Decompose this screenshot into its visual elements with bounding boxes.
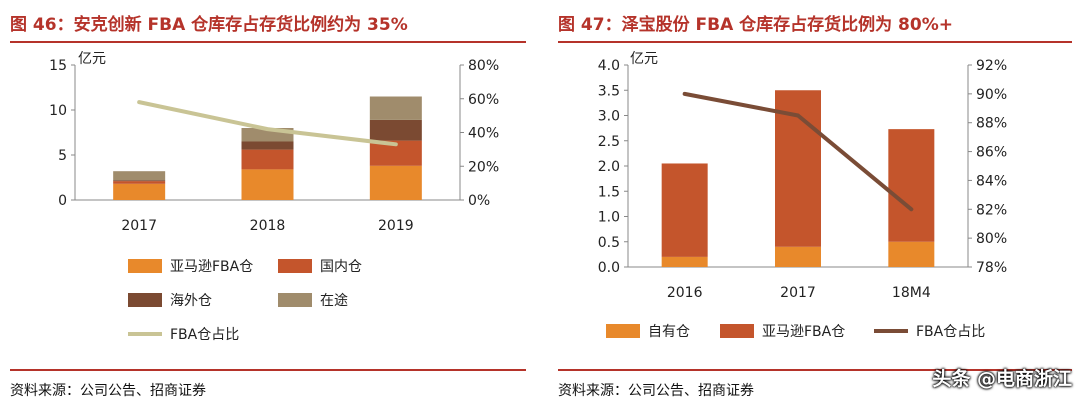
x-tick-label: 2017: [780, 285, 816, 301]
left-y-tick-label: 2.0: [598, 159, 620, 175]
legend-label--: 国内仓: [320, 259, 362, 275]
left-y-tick-label: 0.0: [598, 260, 620, 276]
right-y-tick-label: 78%: [976, 260, 1007, 276]
stacked-bar-chart-right: 0.0 0.5 1.0 1.5 2.0 2.5 3.0 3.5 4.0 78% 80% 82% 84% 8…: [598, 51, 1007, 340]
x-tick-label: 2016: [667, 285, 703, 301]
legend-swatch--: [278, 293, 312, 307]
chart-title-right: 图 47：泽宝股份 FBA 仓库存占存货比例为 80%+: [558, 15, 953, 35]
right-y-tick-label: 40%: [468, 126, 499, 142]
legend-label-fba-share: FBA仓占比: [170, 327, 239, 343]
left-y-tick-label: 2.5: [598, 134, 620, 150]
line-point-fba-share: [796, 114, 800, 117]
y-unit-label: 亿元: [78, 51, 106, 67]
right-y-tick-label: 92%: [976, 58, 1007, 74]
bar---2016: [661, 256, 708, 267]
right-y-tick-label: 84%: [976, 173, 1007, 189]
chart-panel-right: 图 47：泽宝股份 FBA 仓库存占存货比例为 80%+ 0.0 0.5 1.0 1.…: [548, 0, 1080, 406]
legend-label--: 自有仓: [648, 324, 690, 340]
legend-label-fba-share: FBA仓占比: [916, 324, 985, 340]
source-note-left: 资料来源：公司公告、招商证券: [10, 383, 206, 399]
left-y-tick-label: 15: [49, 58, 67, 74]
bar--fba--2018: [241, 169, 294, 200]
line-point-fba-share: [909, 207, 913, 211]
left-y-tick-label: 10: [49, 103, 67, 119]
watermark-text: 头条 @电商浙江: [932, 368, 1072, 390]
legend-label--: 在途: [320, 292, 348, 309]
legend-swatch--fba-: [720, 324, 754, 338]
right-y-tick-label: 82%: [976, 202, 1007, 218]
right-y-tick-label: 20%: [468, 159, 499, 175]
bar---2018: [241, 141, 294, 150]
left-y-tick-label: 4.0: [598, 58, 620, 74]
bar---2017: [113, 171, 166, 181]
left-y-tick-label: 1.0: [598, 210, 620, 226]
right-y-tick-label: 90%: [976, 87, 1007, 103]
line-point-fba-share: [394, 142, 398, 146]
bar--fba--2019: [369, 165, 422, 200]
bar---2018: [241, 149, 294, 170]
right-y-tick-label: 86%: [976, 145, 1007, 161]
left-y-tick-label: 3.5: [598, 83, 620, 99]
bar---2017: [113, 180, 166, 182]
right-y-tick-label: 60%: [468, 92, 499, 108]
legend-label--fba-: 亚马逊FBA仓: [762, 324, 845, 340]
x-tick-label: 2019: [378, 218, 414, 234]
source-note-right: 资料来源：公司公告、招商证券: [558, 383, 754, 399]
right-y-tick-label: 88%: [976, 116, 1007, 132]
left-y-tick-label: 0.5: [598, 235, 620, 251]
legend-swatch--: [606, 324, 640, 338]
bar---2017: [113, 181, 166, 184]
chart-panel-left: 图 46：安克创新 FBA 仓库存占存货比例约为 35% 0 5 10 15 0% 20%…: [0, 0, 530, 406]
right-y-tick-label: 80%: [976, 231, 1007, 247]
source-rule-left: [10, 369, 526, 371]
right-y-tick-label: 0%: [468, 193, 490, 209]
y-unit-label: 亿元: [630, 51, 658, 67]
left-y-tick-label: 5: [58, 148, 67, 164]
legend-label--fba-: 亚马逊FBA仓: [170, 259, 253, 275]
bar--fba--2016: [661, 163, 708, 257]
title-rule-left: [10, 41, 526, 43]
x-tick-label: 2017: [121, 218, 157, 234]
bar---2017: [775, 246, 821, 267]
left-y-tick-label: 0: [58, 193, 67, 209]
line-point-fba-share: [266, 127, 269, 131]
bar--fba--2017: [113, 183, 166, 200]
stacked-bar-chart-left: 0 5 10 15 0% 20% 40% 60% 80% 亿元 2017 2018 2019 亚马逊FBA…: [49, 51, 499, 343]
left-y-tick-label: 1.5: [598, 184, 620, 200]
x-tick-label: 18M4: [892, 285, 931, 301]
bar---18m4: [888, 241, 935, 267]
left-y-tick-label: 3.0: [598, 109, 620, 125]
bar--fba--18m4: [888, 129, 935, 242]
x-tick-label: 2018: [250, 218, 286, 234]
right-y-tick-label: 80%: [468, 58, 499, 74]
chart-title-left: 图 46：安克创新 FBA 仓库存占存货比例约为 35%: [10, 15, 408, 35]
bar---2019: [369, 96, 422, 120]
source-rule-right: [558, 369, 1072, 371]
legend-label--: 海外仓: [170, 293, 212, 309]
legend-swatch--fba-: [128, 259, 162, 273]
line-point-fba-share: [137, 100, 141, 104]
bar---2019: [369, 119, 422, 141]
legend-swatch--: [128, 293, 162, 307]
line-point-fba-share: [683, 92, 687, 96]
title-rule-right: [558, 41, 1072, 43]
legend-swatch--: [278, 259, 312, 273]
